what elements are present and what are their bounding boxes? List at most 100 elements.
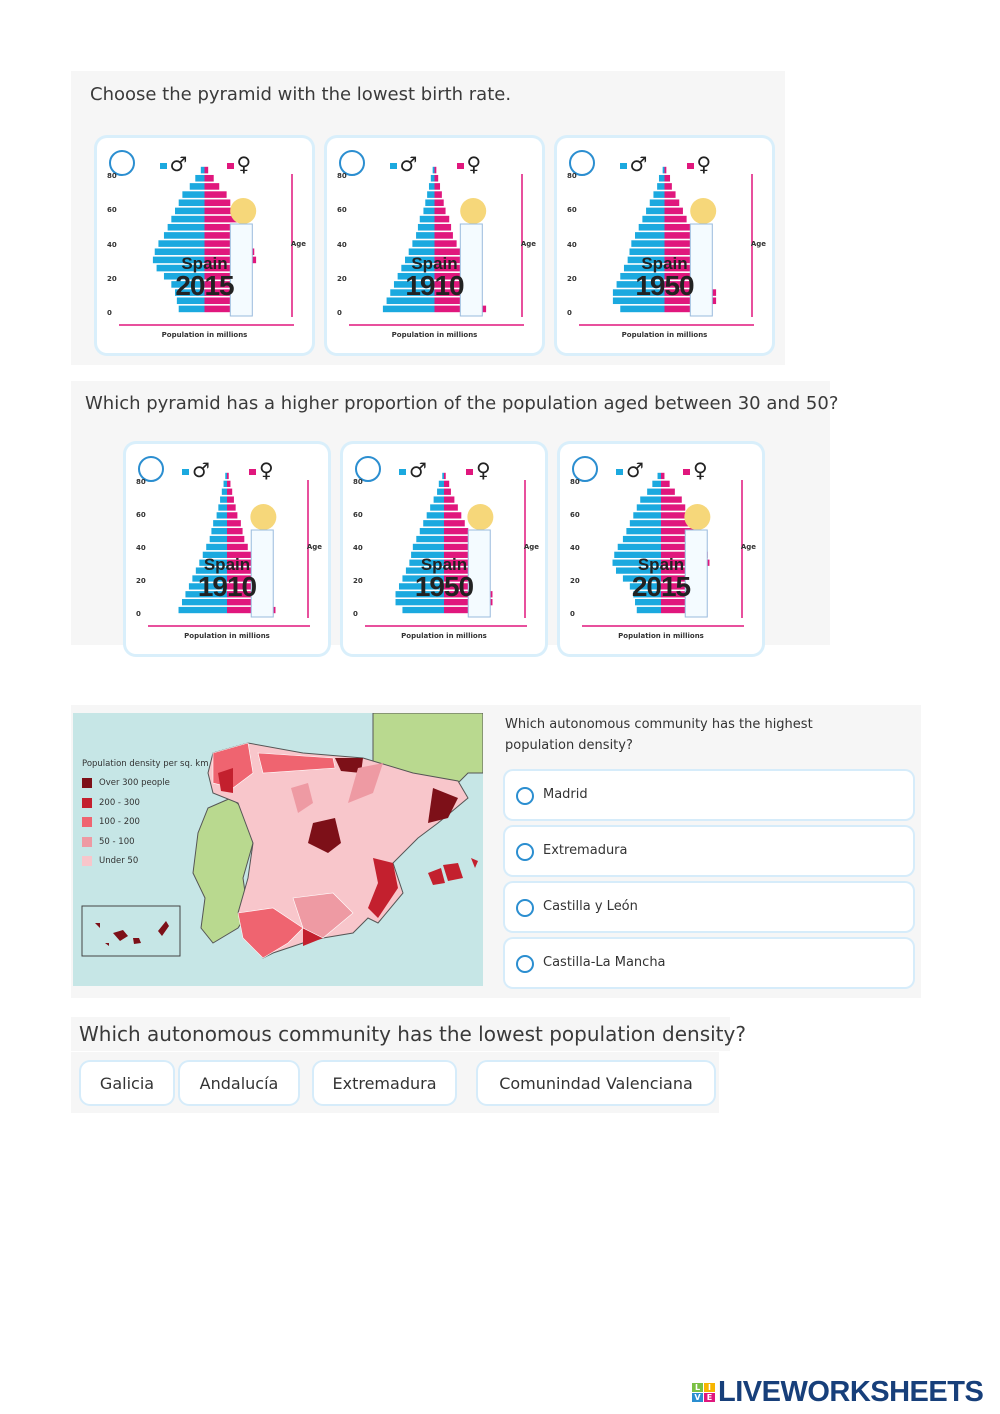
female-bar — [664, 207, 683, 215]
age-tick: 60 — [570, 511, 580, 519]
male-bar — [409, 559, 444, 566]
pyramid-card-1950[interactable]: ♂ ♀ 80 60 40 20 0 Age Population in millions Spai… — [557, 138, 772, 353]
population-label: Population in millions — [401, 632, 487, 640]
pyramid-radio[interactable] — [355, 456, 381, 482]
male-bar — [646, 207, 665, 215]
female-bar — [444, 504, 458, 511]
answer-button[interactable]: Andalucía — [180, 1062, 298, 1104]
male-bar — [432, 166, 435, 174]
female-bar — [204, 199, 231, 207]
pyramid-radio[interactable] — [569, 150, 595, 176]
answer-button[interactable]: Comunindad Valenciana — [478, 1062, 714, 1104]
male-bar — [629, 520, 661, 527]
female-bar — [444, 551, 477, 558]
female-icon: ♀ — [693, 458, 708, 482]
male-bar — [401, 264, 435, 272]
pyramid-radio[interactable] — [138, 456, 164, 482]
female-bar — [227, 528, 243, 535]
pyramid-card-1910[interactable]: ♂ ♀ 80 60 40 20 0 Age Population in millions Spai… — [327, 138, 542, 353]
male-bar — [178, 199, 205, 207]
pyramid-card-1910[interactable]: ♂ ♀ 80 60 40 20 0 Age Population in millions Spai… — [126, 444, 328, 654]
male-bar — [430, 174, 435, 182]
female-bar — [227, 599, 273, 606]
pyramid-radio[interactable] — [339, 150, 365, 176]
female-bar — [434, 248, 461, 256]
female-bar — [664, 264, 706, 272]
male-bar — [393, 281, 435, 288]
age-tick: 0 — [107, 309, 112, 317]
female-bar — [227, 520, 241, 527]
female-bar — [444, 512, 462, 519]
male-bar — [395, 591, 444, 598]
male-bar — [419, 215, 435, 223]
female-bar — [227, 504, 236, 511]
male-bar — [620, 305, 665, 313]
female-bar — [434, 281, 476, 288]
male-icon: ♂ — [626, 458, 644, 482]
male-bar — [627, 256, 665, 264]
male-bar — [437, 488, 444, 495]
male-icon: ♂ — [399, 152, 418, 176]
pyramid-card-2015[interactable]: ♂ ♀ 80 60 40 20 0 Age Population in millions Spai… — [97, 138, 312, 353]
answer-option[interactable]: Castilla y León — [505, 883, 913, 931]
question-2-title: Which pyramid has a higher proportion of… — [85, 393, 839, 414]
female-bar — [444, 575, 486, 582]
female-bar — [204, 232, 246, 239]
radio-button[interactable] — [516, 899, 534, 917]
liveworksheets-logo: L I V E LIVEWORKSHEETS — [692, 1376, 984, 1409]
year-label: 2015 — [631, 571, 691, 602]
male-bar — [622, 535, 661, 543]
male-icon: ♂ — [409, 458, 427, 482]
female-bar — [661, 583, 693, 590]
male-bar — [633, 512, 661, 519]
pyramid-radio[interactable] — [572, 456, 598, 482]
legend-item: Over 300 people — [82, 774, 208, 794]
male-bar — [390, 289, 435, 296]
male-bar — [638, 223, 665, 231]
age-tick: 20 — [353, 577, 363, 585]
age-tick: 40 — [107, 240, 117, 249]
male-bar — [662, 166, 665, 174]
answer-button[interactable]: Galicia — [81, 1062, 173, 1104]
answer-option[interactable]: Extremadura — [505, 827, 913, 875]
answer-option[interactable]: Castilla-La Mancha — [505, 939, 913, 987]
age-tick: 40 — [567, 240, 577, 249]
male-bar — [631, 240, 665, 247]
radio-button[interactable] — [516, 787, 534, 805]
radio-button[interactable] — [516, 843, 534, 861]
female-bar — [227, 488, 233, 495]
female-bar — [664, 215, 687, 223]
radio-button[interactable] — [516, 955, 534, 973]
male-bar — [213, 520, 227, 527]
pyramid-card-1950[interactable]: ♂ ♀ 80 60 40 20 0 Age Population in millions Spai… — [343, 444, 545, 654]
female-bar — [227, 543, 248, 551]
female-bar — [664, 248, 700, 256]
female-bar — [661, 472, 665, 480]
male-symbol: ♂ — [182, 458, 210, 482]
pyramid-card-2015[interactable]: ♂ ♀ 80 60 40 20 0 Age Population in millions Spai… — [560, 444, 762, 654]
age-tick: 60 — [567, 206, 577, 215]
female-icon: ♀ — [466, 152, 482, 176]
male-bar — [195, 174, 205, 182]
female-symbol: ♀ — [456, 152, 482, 176]
male-bar — [620, 272, 665, 280]
male-icon: ♂ — [629, 152, 648, 176]
male-bar — [223, 480, 227, 487]
female-bar — [204, 305, 231, 313]
female-bar — [661, 575, 700, 582]
female-icon: ♀ — [259, 458, 274, 482]
male-bar — [442, 472, 444, 480]
male-bar — [402, 575, 444, 582]
male-bar — [199, 559, 227, 566]
answer-button[interactable]: Extremadura — [314, 1062, 455, 1104]
male-bar — [163, 272, 205, 280]
age-label: Age — [750, 239, 766, 248]
female-bar — [434, 240, 457, 247]
pyramid-radio[interactable] — [109, 150, 135, 176]
answer-option[interactable]: Madrid — [505, 771, 913, 819]
population-label: Population in millions — [391, 331, 478, 339]
female-bar — [664, 272, 709, 280]
female-bar — [444, 606, 486, 614]
male-bar — [629, 248, 665, 256]
female-bar — [204, 174, 214, 182]
